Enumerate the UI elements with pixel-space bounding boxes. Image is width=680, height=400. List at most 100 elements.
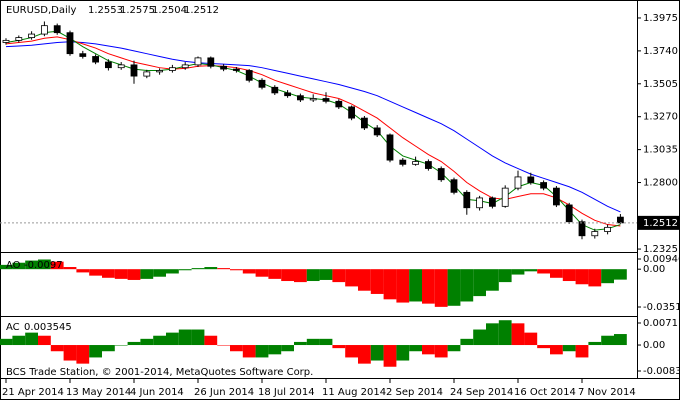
histogram-bar xyxy=(575,345,589,358)
candle-body xyxy=(117,64,125,69)
histogram-bar xyxy=(166,269,179,274)
histogram-bar xyxy=(0,264,13,270)
candle-body xyxy=(360,117,368,129)
histogram-bar xyxy=(345,345,358,358)
histogram-bar xyxy=(422,345,435,355)
histogram-bar xyxy=(50,345,64,352)
histogram-bar xyxy=(242,345,256,358)
histogram-bar xyxy=(383,269,397,300)
candle-body xyxy=(92,56,99,63)
histogram-bar xyxy=(191,268,205,270)
candle-body xyxy=(130,64,138,77)
y-tick-label: -0.03512 xyxy=(643,302,680,313)
candle-body xyxy=(220,65,228,70)
histogram-bar xyxy=(114,269,128,279)
header-low: 1.2504 xyxy=(152,5,187,16)
y-tick-label: 1.3740 xyxy=(643,46,678,57)
histogram-bar xyxy=(422,269,435,304)
candle-body xyxy=(271,86,279,94)
y-tick-label: 1.3505 xyxy=(643,79,678,90)
histogram-bar xyxy=(12,335,26,346)
y-tick-label: 1.3270 xyxy=(643,112,678,123)
histogram-bar xyxy=(178,329,192,346)
histogram-bar xyxy=(447,345,461,352)
histogram-bar xyxy=(511,269,525,275)
candle-body xyxy=(194,57,202,66)
histogram-bar xyxy=(281,345,294,352)
histogram-bar xyxy=(38,335,51,346)
candle-body xyxy=(501,187,509,207)
histogram-bar xyxy=(127,269,141,280)
histogram-bar xyxy=(204,267,218,270)
histogram-bar xyxy=(178,269,192,271)
candle-body xyxy=(348,106,356,119)
histogram-bar xyxy=(0,338,13,346)
candle-body xyxy=(463,191,471,209)
histogram-bar xyxy=(268,345,282,355)
candle-body xyxy=(79,53,87,57)
histogram-bar xyxy=(358,345,371,364)
histogram-bar xyxy=(140,338,154,346)
histogram-bar xyxy=(63,345,77,361)
histogram-bar xyxy=(89,269,102,276)
histogram-bar xyxy=(537,345,550,349)
candle-body xyxy=(335,100,343,108)
histogram-bar xyxy=(332,345,346,349)
y-tick-label: -0.00837 xyxy=(643,366,680,377)
histogram-bar xyxy=(409,345,422,352)
histogram-bar xyxy=(191,329,205,346)
candle-body xyxy=(15,37,23,41)
candle-body xyxy=(181,64,189,69)
candle-body xyxy=(527,176,535,183)
histogram-bar xyxy=(12,262,26,270)
price-tag xyxy=(638,215,680,230)
histogram-bar xyxy=(63,267,77,270)
candle-body xyxy=(399,159,407,165)
histogram-bar xyxy=(25,332,38,346)
candle-body xyxy=(207,57,215,67)
candle-body xyxy=(450,179,458,193)
candle-body xyxy=(53,25,61,34)
candle-body xyxy=(617,216,624,224)
histogram-bar xyxy=(473,269,486,297)
histogram-bar xyxy=(511,323,525,346)
histogram-bar xyxy=(102,269,115,278)
histogram-bar xyxy=(204,335,218,346)
histogram-bar xyxy=(319,338,333,346)
x-tick-label: 2 Sep 2014 xyxy=(386,387,443,398)
candle-body xyxy=(386,134,394,161)
histogram-bar xyxy=(460,338,474,346)
histogram-bar xyxy=(294,269,307,283)
histogram-bar xyxy=(358,269,371,291)
indicator-value: -0.0097 xyxy=(24,260,63,271)
candle-body xyxy=(553,187,560,206)
candle-body xyxy=(284,92,292,97)
histogram-bar xyxy=(153,335,166,346)
histogram-bar xyxy=(524,332,538,346)
histogram-bar xyxy=(396,345,410,361)
histogram-bar xyxy=(140,269,154,279)
histogram-bar xyxy=(562,269,576,282)
symbol: EURUSD,Daily xyxy=(6,5,77,16)
y-tick-label: 0.00 xyxy=(643,340,665,351)
histogram-bar xyxy=(76,345,90,364)
histogram-bar xyxy=(409,269,422,302)
histogram-bar xyxy=(434,269,448,307)
histogram-bar xyxy=(537,269,550,274)
candle-body xyxy=(476,197,484,209)
histogram-bar xyxy=(486,269,499,291)
candle-body xyxy=(565,204,573,223)
histogram-bar xyxy=(230,269,243,271)
moving-average xyxy=(5,41,621,213)
histogram-bar xyxy=(473,329,486,346)
x-tick-label: 18 Jul 2014 xyxy=(258,387,315,398)
candle-body xyxy=(373,127,381,136)
histogram-bar xyxy=(89,345,102,358)
histogram-bar xyxy=(614,334,627,346)
candle-body xyxy=(156,70,164,73)
histogram-bar xyxy=(217,345,230,346)
histogram-bar xyxy=(294,341,307,346)
histogram-bar xyxy=(524,269,538,272)
